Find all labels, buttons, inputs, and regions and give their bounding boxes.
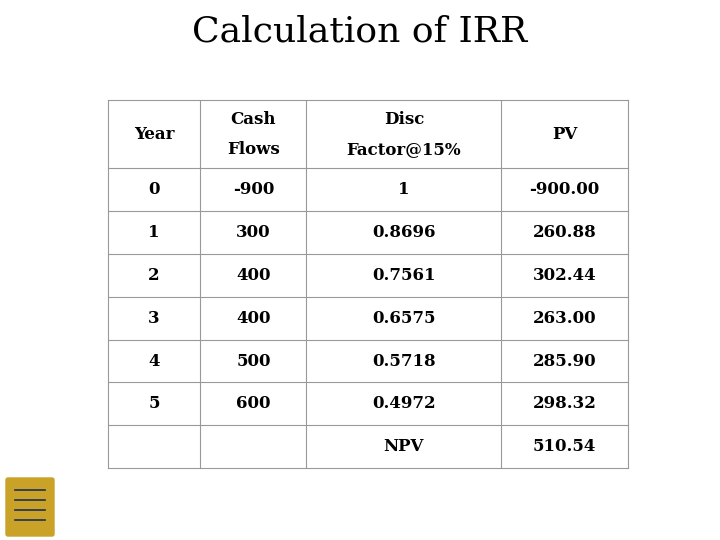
Text: 0.7561: 0.7561 [372, 267, 436, 284]
Text: Flows: Flows [227, 141, 280, 158]
Text: 3: 3 [148, 310, 160, 327]
Text: NPV: NPV [384, 438, 424, 455]
Text: PV: PV [552, 126, 577, 143]
FancyBboxPatch shape [6, 478, 54, 536]
Text: 263.00: 263.00 [533, 310, 597, 327]
Text: 1: 1 [398, 181, 410, 198]
Text: 400: 400 [236, 267, 271, 284]
Text: 0.6575: 0.6575 [372, 310, 436, 327]
Text: 0.4972: 0.4972 [372, 395, 436, 413]
Text: Year: Year [134, 126, 174, 143]
Text: 4: 4 [148, 353, 160, 369]
Text: 0: 0 [148, 181, 160, 198]
Text: 1: 1 [148, 224, 160, 241]
Text: 5: 5 [148, 395, 160, 413]
Text: 300: 300 [236, 224, 271, 241]
Text: 260.88: 260.88 [533, 224, 597, 241]
Text: -900: -900 [233, 181, 274, 198]
Text: 285.90: 285.90 [533, 353, 597, 369]
Text: Disc: Disc [384, 111, 424, 127]
Text: UPSA: UPSA [60, 483, 153, 512]
Text: Cash: Cash [230, 111, 276, 127]
Text: 600: 600 [236, 395, 271, 413]
Text: 302.44: 302.44 [533, 267, 597, 284]
Text: 500: 500 [236, 353, 271, 369]
Text: 0.8696: 0.8696 [372, 224, 436, 241]
Text: Scholarship with Professionalism: Scholarship with Professionalism [62, 517, 222, 527]
Text: 0.5718: 0.5718 [372, 353, 436, 369]
Text: Calculation of IRR: Calculation of IRR [192, 15, 528, 49]
Text: 2: 2 [148, 267, 160, 284]
Text: 400: 400 [236, 310, 271, 327]
Text: Factor@15%: Factor@15% [346, 141, 462, 158]
Text: 510.54: 510.54 [533, 438, 596, 455]
Text: -900.00: -900.00 [530, 181, 600, 198]
Text: 298.32: 298.32 [533, 395, 597, 413]
